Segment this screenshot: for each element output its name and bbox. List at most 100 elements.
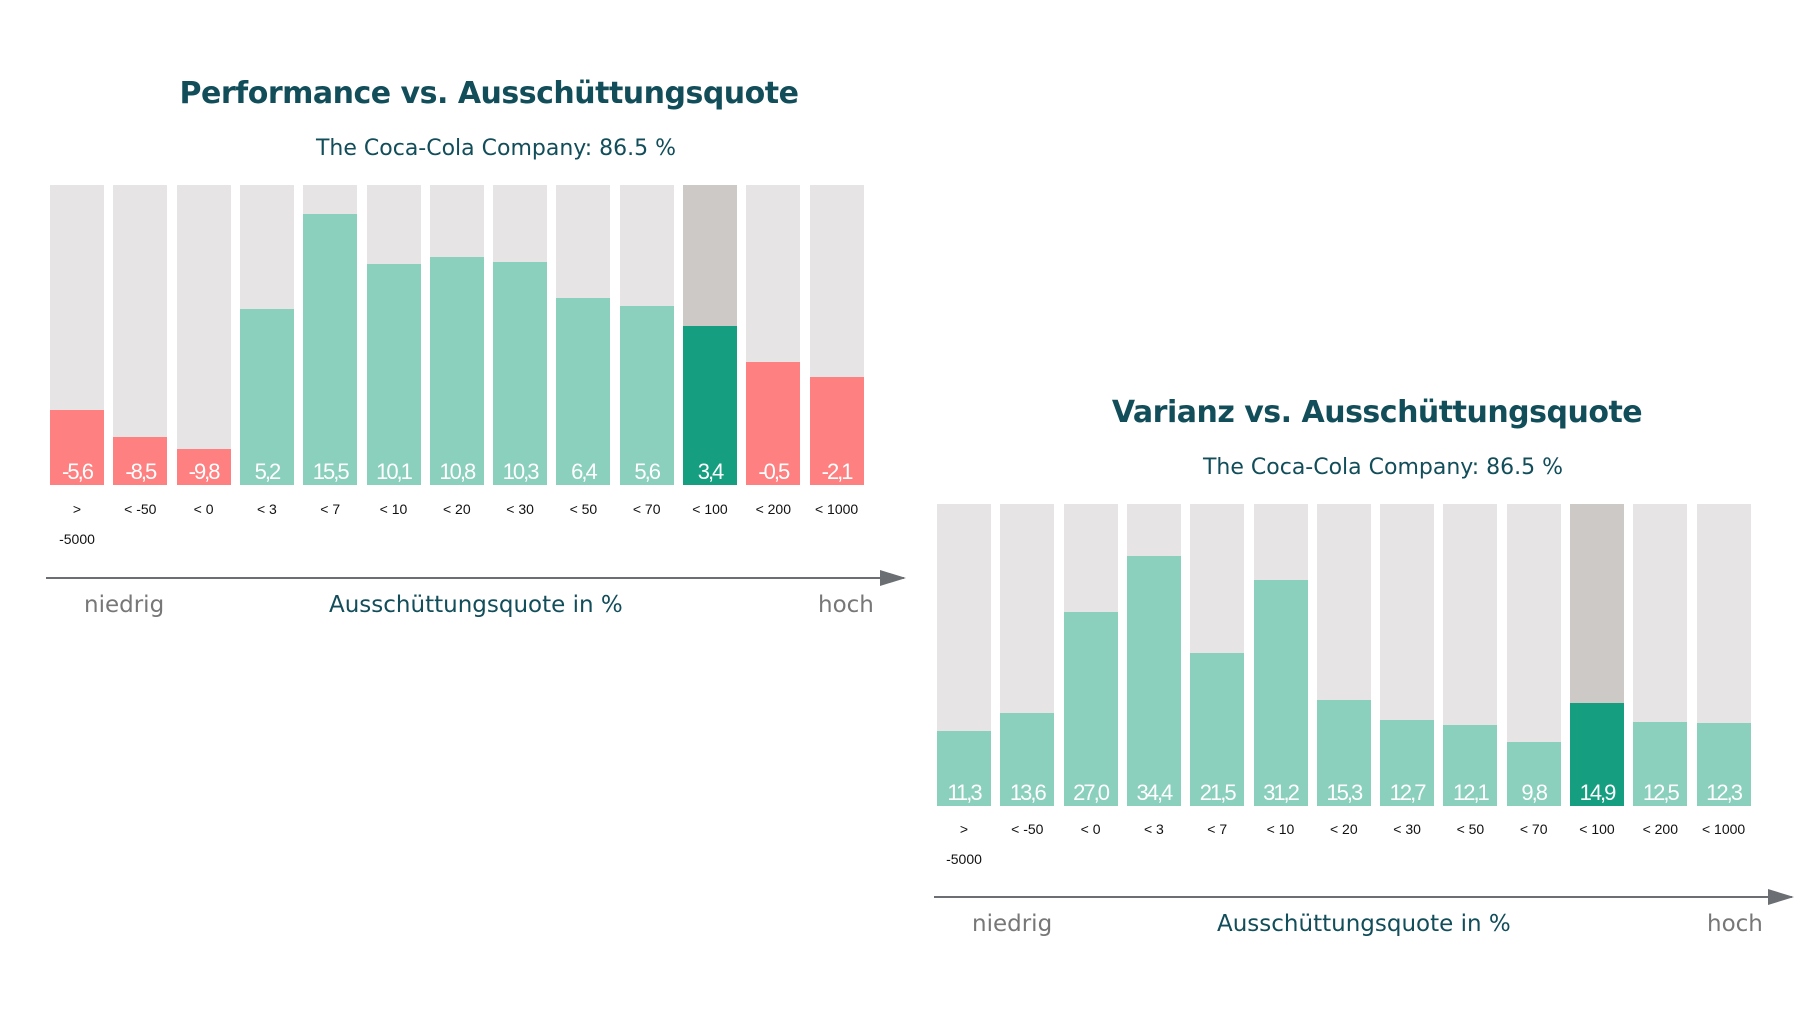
x-tick-label: < 7 — [1207, 821, 1228, 837]
x-high-label: hoch — [818, 592, 874, 618]
x-low-label: niedrig — [84, 592, 165, 618]
bar-8: 6,4 — [556, 185, 611, 485]
bar-4: 21,5 — [1190, 504, 1245, 806]
bar-fill — [1443, 724, 1498, 806]
data-label: -9,8 — [188, 459, 221, 484]
chart-subtitle: The Coca-Cola Company: 86.5 % — [315, 136, 677, 161]
bar-fill — [50, 409, 104, 485]
x-low-label: niedrig — [972, 911, 1053, 937]
x-tick-label: < 70 — [1519, 821, 1548, 837]
bar-fill — [1000, 713, 1055, 806]
bar-11: -0,5 — [746, 185, 801, 485]
bar-fill — [1696, 723, 1751, 806]
x-tick-label: < 3 — [256, 501, 277, 517]
bar-fill — [937, 730, 991, 806]
bar-9: 5,6 — [619, 185, 674, 485]
bar-fill — [429, 257, 484, 485]
data-label: 27,0 — [1073, 780, 1110, 805]
bar-7: 10,3 — [493, 185, 548, 485]
chart-title: Performance vs. Ausschüttungsquote — [179, 76, 799, 111]
bar-fill — [113, 436, 168, 485]
x-tick-label: < 0 — [1080, 821, 1101, 837]
bar-10: 3,4 — [683, 185, 737, 485]
data-label: 6,4 — [571, 459, 598, 484]
data-label: 12,3 — [1706, 780, 1743, 805]
data-label: 5,2 — [254, 459, 282, 484]
x-tick-label: < 1000 — [814, 501, 859, 517]
data-label: -0,5 — [758, 459, 790, 484]
data-label: 10,3 — [502, 459, 540, 484]
data-label: 14,9 — [1579, 780, 1617, 805]
bar-fill — [1190, 653, 1245, 806]
bar-8: 12,1 — [1443, 504, 1498, 806]
data-label: 12,5 — [1642, 780, 1680, 805]
bar-fill — [1633, 721, 1688, 806]
x-high-label: hoch — [1707, 911, 1763, 937]
data-label: 15,5 — [312, 459, 350, 484]
x-tick-label: < 70 — [632, 501, 661, 517]
x-tick-label: < 30 — [506, 501, 534, 517]
x-tick-label: < 50 — [569, 501, 598, 517]
bar-fill — [809, 377, 864, 485]
data-label: 5,6 — [634, 459, 661, 484]
chart-subtitle: The Coca-Cola Company: 86.5 % — [1202, 455, 1564, 480]
bar-10: 14,9 — [1570, 504, 1624, 806]
bar-fill — [493, 262, 548, 485]
data-label: 10,1 — [376, 459, 413, 484]
data-label: 13,6 — [1009, 780, 1047, 805]
bar-0: 11,3 — [937, 504, 991, 806]
data-label: 12,7 — [1389, 780, 1427, 805]
bar-5: 10,1 — [366, 185, 421, 485]
data-label: 31,2 — [1263, 780, 1300, 805]
x-axis-label: Ausschüttungsquote in % — [1217, 911, 1511, 937]
x-tick-label: < 200 — [1642, 821, 1679, 837]
x-tick-label: < 200 — [755, 501, 792, 517]
x-tick-label: < 1000 — [1701, 821, 1746, 837]
x-axis-arrow — [934, 889, 1794, 905]
x-tick-label: < 20 — [442, 501, 471, 517]
x-tick-label: > -5000 — [59, 501, 95, 547]
bar-fill — [1380, 720, 1435, 806]
data-label: -8,5 — [125, 459, 157, 484]
x-tick-label: > -5000 — [946, 821, 982, 867]
data-label: -5,6 — [62, 459, 94, 484]
bar-3: 34,4 — [1126, 504, 1181, 806]
data-label: 3,4 — [697, 459, 725, 484]
bar-fill — [619, 305, 674, 485]
bar-fill — [1316, 700, 1371, 806]
bar-fill — [746, 362, 801, 485]
x-tick-label: < -50 — [1011, 821, 1044, 837]
bar-12: -2,1 — [809, 185, 864, 485]
bar-5: 31,2 — [1253, 504, 1308, 806]
bar-0: -5,6 — [50, 185, 104, 485]
bar-4: 15,5 — [303, 185, 358, 485]
data-label: -2,1 — [821, 459, 854, 484]
x-tick-label: < 100 — [692, 501, 728, 517]
bar-1: 13,6 — [1000, 504, 1055, 806]
bar-12: 12,3 — [1696, 504, 1751, 806]
bar-7: 12,7 — [1380, 504, 1435, 806]
bar-fill — [1126, 555, 1181, 806]
x-tick-label: < 100 — [1579, 821, 1615, 837]
data-label: 12,1 — [1452, 780, 1490, 805]
bar-fill — [1570, 703, 1624, 806]
bar-3: 5,2 — [239, 185, 294, 485]
bar-fill — [176, 448, 231, 485]
x-tick-label: < 10 — [379, 501, 408, 517]
bar-fill — [1253, 579, 1308, 806]
x-axis-label: Ausschüttungsquote in % — [329, 592, 623, 618]
x-tick-label: < 3 — [1143, 821, 1164, 837]
bar-fill — [366, 263, 421, 485]
bar-2: 27,0 — [1063, 504, 1118, 806]
bar-fill — [556, 298, 611, 485]
data-label: 10,8 — [439, 459, 476, 484]
x-tick-label: < 10 — [1266, 821, 1295, 837]
bar-1: -8,5 — [113, 185, 168, 485]
bar-6: 10,8 — [429, 185, 484, 485]
bar-fill — [303, 213, 358, 485]
bar-fill — [683, 326, 737, 485]
bar-11: 12,5 — [1633, 504, 1688, 806]
x-tick-label: < -50 — [124, 501, 157, 517]
x-axis-arrow — [46, 570, 906, 586]
x-tick-label: < 20 — [1329, 821, 1358, 837]
